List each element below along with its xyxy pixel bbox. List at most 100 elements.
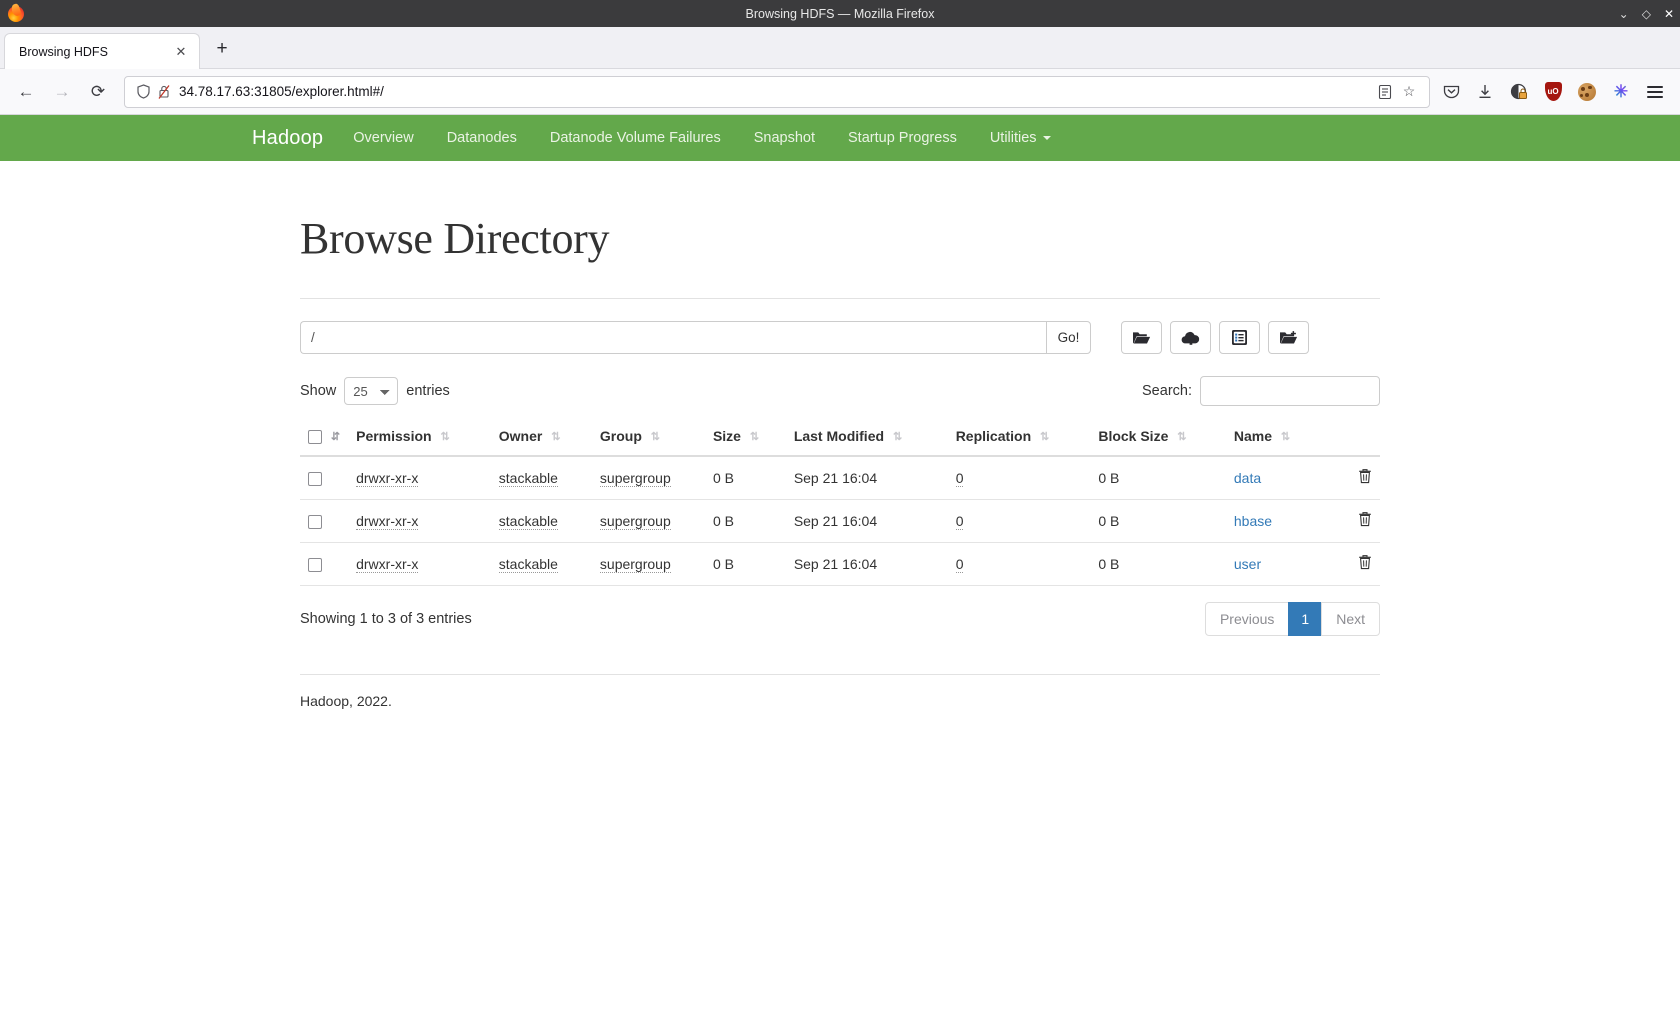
nav-item-datanode-volume-failures[interactable]: Datanode Volume Failures [549, 130, 721, 146]
tracking-protection-shield-icon[interactable] [133, 84, 153, 99]
cut-paste-list-button[interactable] [1219, 321, 1260, 354]
tab-browsing-hdfs[interactable]: Browsing HDFS ✕ [4, 33, 200, 69]
column-label-group: Group [599, 428, 642, 445]
chevron-down-icon [1042, 136, 1051, 140]
page-length-select[interactable]: 10 25 50 100 [344, 377, 399, 405]
close-icon[interactable]: ✕ [1663, 6, 1674, 21]
replication-value: 0 [955, 513, 964, 531]
url-text[interactable]: 34.78.17.63:31805/explorer.html#/ [179, 84, 384, 99]
window-titlebar: Browsing HDFS — Mozilla Firefox ⌄ ◇ ✕ [0, 0, 1680, 27]
row-checkbox[interactable] [308, 515, 322, 530]
cell-name: hbase [1225, 499, 1320, 544]
reader-view-icon[interactable] [1373, 84, 1397, 100]
downloads-icon[interactable] [1474, 81, 1496, 103]
app-menu-icon[interactable] [1644, 81, 1666, 103]
list-icon [1232, 330, 1247, 345]
delete-icon[interactable] [1358, 469, 1372, 488]
column-header-replication[interactable]: Replication ⇅ [947, 420, 1091, 458]
page-length-control: Show 10 25 50 100 entries [300, 377, 450, 405]
go-button[interactable]: Go! [1046, 321, 1091, 354]
cell-size: 0 B [704, 542, 786, 587]
account-lock-icon[interactable] [1508, 81, 1530, 103]
column-header-owner[interactable]: Owner ⇅ [490, 420, 592, 458]
back-button[interactable]: ← [17, 81, 35, 101]
sort-icon[interactable]: ⇅ [650, 431, 661, 444]
hadoop-brand[interactable]: Hadoop [252, 126, 324, 149]
sort-icon[interactable]: ⇅ [1177, 431, 1187, 444]
table-row[interactable]: drwxr-xr-x stackable supergroup 0 B Sep … [300, 456, 1380, 501]
cell-owner: stackable [490, 456, 592, 501]
tab-close-icon[interactable]: ✕ [175, 43, 187, 59]
browser-toolbar: ← → ⟳ 34.78.17.63:31805/explorer.html#/ … [0, 69, 1680, 115]
url-bar[interactable]: 34.78.17.63:31805/explorer.html#/ ☆ [124, 75, 1430, 108]
sort-icon[interactable]: ⇅ [1280, 431, 1291, 444]
column-header-last-modified[interactable]: Last Modified ⇅ [785, 420, 948, 458]
cell-delete [1320, 542, 1380, 587]
column-header-permission[interactable]: Permission ⇅ [348, 420, 491, 458]
sort-icon[interactable]: ⇅ [1040, 431, 1050, 444]
maximize-icon[interactable]: ◇ [1641, 6, 1651, 21]
ublock-origin-icon[interactable]: uO [1542, 81, 1564, 103]
file-name-link[interactable]: data [1233, 470, 1262, 487]
page-title: Browse Directory [300, 214, 610, 263]
nav-item-utilities[interactable]: Utilities [990, 130, 1051, 146]
pagination-previous[interactable]: Previous [1204, 602, 1290, 637]
cell-replication: 0 [947, 499, 1091, 544]
path-input[interactable] [300, 321, 1046, 354]
nav-item-startup-progress[interactable]: Startup Progress [848, 130, 957, 146]
file-name-link[interactable]: user [1233, 556, 1262, 573]
cell-name: data [1225, 456, 1320, 501]
cell-delete [1320, 456, 1380, 501]
cookie-extension-icon[interactable] [1576, 81, 1598, 103]
column-label-owner: Owner [498, 428, 543, 445]
column-header-group[interactable]: Group ⇅ [591, 420, 705, 458]
path-input-group: Go! [300, 321, 1091, 354]
minimize-icon[interactable]: ⌄ [1618, 6, 1629, 21]
bookmark-star-icon[interactable]: ☆ [1402, 83, 1416, 99]
file-name-link[interactable]: hbase [1233, 513, 1273, 530]
insecure-connection-icon[interactable] [153, 84, 175, 100]
row-checkbox[interactable] [308, 472, 322, 487]
reload-button[interactable]: ⟳ [90, 81, 106, 101]
column-header-name[interactable]: Name ⇅ [1225, 420, 1320, 458]
row-select-cell [300, 542, 349, 587]
table-row[interactable]: drwxr-xr-x stackable supergroup 0 B Sep … [300, 499, 1380, 544]
nav-item-overview[interactable]: Overview [353, 130, 414, 146]
table-row[interactable]: drwxr-xr-x stackable supergroup 0 B Sep … [300, 542, 1380, 587]
cell-owner: stackable [490, 499, 592, 544]
create-folder-button[interactable] [1268, 321, 1309, 354]
group-value: supergroup [599, 470, 671, 488]
pagination-next[interactable]: Next [1321, 602, 1380, 637]
column-header-size[interactable]: Size ⇅ [704, 420, 786, 458]
delete-icon[interactable] [1358, 512, 1372, 531]
search-input[interactable] [1200, 376, 1380, 406]
sort-icon[interactable]: ⇅ [749, 431, 760, 444]
sort-icon[interactable]: ⇅ [551, 431, 561, 444]
forward-button[interactable]: → [53, 81, 71, 101]
open-folder-button[interactable] [1121, 321, 1162, 354]
cell-permission: drwxr-xr-x [348, 456, 491, 501]
pagination-page-1[interactable]: 1 [1288, 602, 1323, 637]
page-viewport: Hadoop Overview Datanodes Datanode Volum… [0, 115, 1680, 1012]
cell-group: supergroup [591, 542, 705, 587]
snowflake-extension-icon[interactable]: ✳ [1610, 81, 1632, 103]
pocket-icon[interactable] [1440, 81, 1462, 103]
column-label-size: Size [712, 428, 741, 445]
show-label: Show [300, 383, 337, 399]
sort-icon[interactable]: ⇅ [440, 431, 450, 444]
nav-item-datanodes[interactable]: Datanodes [446, 130, 517, 146]
new-tab-button[interactable]: + [216, 38, 228, 59]
column-header-block-size[interactable]: Block Size ⇅ [1090, 420, 1226, 458]
sort-icon[interactable]: ⇅ [892, 431, 903, 444]
cell-delete [1320, 499, 1380, 544]
column-header-actions [1320, 420, 1380, 458]
page-footer: Hadoop, 2022. [300, 674, 1380, 709]
cell-block-size: 0 B [1090, 499, 1226, 544]
row-checkbox[interactable] [308, 558, 322, 573]
replication-value: 0 [955, 556, 964, 574]
upload-file-button[interactable] [1170, 321, 1211, 354]
nav-item-snapshot[interactable]: Snapshot [753, 130, 816, 146]
sort-icon[interactable]: ⇵ [330, 431, 341, 443]
delete-icon[interactable] [1358, 555, 1372, 574]
select-all-checkbox[interactable] [308, 430, 322, 445]
